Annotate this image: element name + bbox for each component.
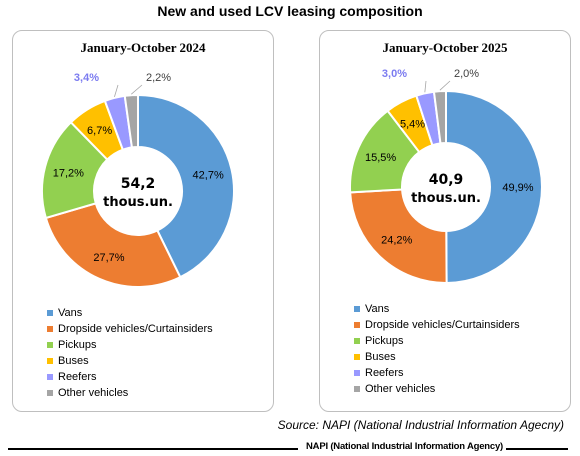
legend-swatch <box>47 390 53 396</box>
legend-item-other: Other vehicles <box>354 381 520 397</box>
slice-vans <box>137 93 235 279</box>
legend-item-pickups: Pickups <box>354 333 520 349</box>
data-label-other: 2,0% <box>454 68 479 80</box>
legend-swatch <box>47 342 53 348</box>
leader-line-reefers <box>424 80 427 93</box>
source-note: Source: NAPI (National Industrial Inform… <box>277 418 564 432</box>
legend-label: Reefers <box>58 371 97 383</box>
leader-line-reefers <box>114 84 119 98</box>
slice-vans <box>445 89 543 285</box>
legend-item-buses: Buses <box>47 353 213 369</box>
legend-item-reefers: Reefers <box>47 369 213 385</box>
center-total-unit: thous.un. <box>103 195 173 210</box>
legend-swatch <box>354 306 360 312</box>
data-label-pickups: 17,2% <box>53 168 84 180</box>
footer: NAPI (National Industrial Information Ag… <box>0 441 580 455</box>
legend-label: Dropside vehicles/Curtainsiders <box>365 319 520 331</box>
data-label-buses: 6,7% <box>87 125 112 137</box>
leader-line-other <box>131 84 143 95</box>
legend-label: Vans <box>365 303 390 315</box>
legend-swatch <box>47 358 53 364</box>
data-label-vans: 49,9% <box>502 182 533 194</box>
chart-panel-2025: January-October 2025 49,9% 24,2% 15,5% 5,4%… <box>319 30 571 412</box>
data-label-buses: 5,4% <box>400 118 425 130</box>
legend-swatch <box>354 322 360 328</box>
footer-rule-left <box>8 448 298 450</box>
slice-dropside <box>349 188 448 284</box>
legend-2024: Vans Dropside vehicles/Curtainsiders Pic… <box>47 305 213 401</box>
footer-text: NAPI (National Industrial Information Ag… <box>306 441 504 452</box>
center-total-value: 54,2 <box>121 176 156 192</box>
legend-label: Buses <box>58 355 89 367</box>
slice-other <box>123 93 139 149</box>
legend-item-dropside: Dropside vehicles/Curtainsiders <box>354 317 520 333</box>
legend-label: Reefers <box>365 367 404 379</box>
data-label-pickups: 15,5% <box>365 152 396 164</box>
legend-swatch <box>354 386 360 392</box>
legend-label: Pickups <box>365 335 404 347</box>
donut-chart-2025: 49,9% 24,2% 15,5% 5,4% 3,0% 2,0% 40,9 thous.un. <box>349 68 543 285</box>
legend-swatch <box>354 354 360 360</box>
legend-item-dropside: Dropside vehicles/Curtainsiders <box>47 321 213 337</box>
panel-title-2025: January-October 2025 <box>382 40 508 55</box>
panel-title-2024: January-October 2024 <box>80 40 206 55</box>
legend-swatch <box>47 310 53 316</box>
slice-other <box>432 89 447 145</box>
legend-swatch <box>47 326 53 332</box>
center-total-value: 40,9 <box>429 172 464 188</box>
donut-chart-2024: 42,7% 27,7% 17,2% 6,7% 3,4% 2,2% 54,2 thous.un. <box>41 72 235 288</box>
legend-item-pickups: Pickups <box>47 337 213 353</box>
data-label-other: 2,2% <box>146 72 171 84</box>
legend-label: Dropside vehicles/Curtainsiders <box>58 323 213 335</box>
slice-dropside <box>44 202 182 288</box>
data-label-dropside: 27,7% <box>93 252 124 264</box>
legend-item-vans: Vans <box>354 301 520 317</box>
footer-rule-right <box>506 448 568 450</box>
chart-title: New and used LCV leasing composition <box>157 3 423 19</box>
legend-label: Buses <box>365 351 396 363</box>
legend-2025: Vans Dropside vehicles/Curtainsiders Pic… <box>354 301 520 397</box>
legend-item-other: Other vehicles <box>47 385 213 401</box>
center-total-unit: thous.un. <box>411 191 481 206</box>
legend-swatch <box>354 370 360 376</box>
legend-label: Vans <box>58 307 83 319</box>
chart-panel-2024: January-October 2024 42,7% 27,7% 17,2% 6,7%… <box>12 30 274 412</box>
data-label-reefers: 3,4% <box>74 72 99 84</box>
legend-swatch <box>47 374 53 380</box>
legend-item-vans: Vans <box>47 305 213 321</box>
legend-label: Pickups <box>58 339 97 351</box>
legend-label: Other vehicles <box>365 383 436 395</box>
data-label-vans: 42,7% <box>193 170 224 182</box>
legend-item-reefers: Reefers <box>354 365 520 381</box>
data-label-dropside: 24,2% <box>381 234 412 246</box>
data-label-reefers: 3,0% <box>382 68 407 80</box>
legend-label: Other vehicles <box>58 387 129 399</box>
leader-line-other <box>439 80 451 91</box>
legend-item-buses: Buses <box>354 349 520 365</box>
legend-swatch <box>354 338 360 344</box>
